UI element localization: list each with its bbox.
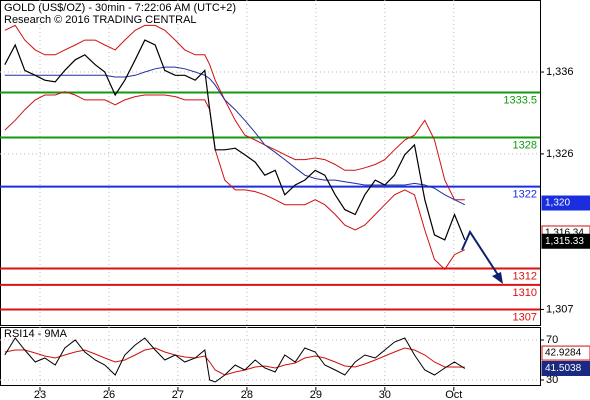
y-tick-label: 1,336	[546, 66, 574, 78]
x-tick-label: 30	[379, 389, 391, 400]
series-line	[4, 39, 466, 241]
series-line	[4, 337, 466, 383]
series-line	[4, 24, 465, 201]
x-tick-label: 23	[34, 389, 46, 400]
level-label: 1328	[513, 139, 537, 151]
price-tag-label: 42.9284	[545, 348, 582, 359]
x-tick-label: 29	[310, 389, 322, 400]
price-tag-label: 41.5038	[545, 363, 582, 374]
chart-subtitle: Research © 2016 TRADING CENTRAL	[4, 14, 197, 26]
y-tick-label: 1,326	[546, 148, 574, 160]
price-tag	[541, 233, 590, 249]
y-tick-label: 1,307	[546, 303, 574, 315]
price-tag-label: 1,315.33	[545, 236, 584, 247]
price-panel	[0, 0, 541, 326]
price-tag	[541, 195, 590, 211]
price-tag	[541, 360, 590, 376]
series-line	[4, 66, 466, 206]
y-tick-label: 30	[546, 374, 558, 386]
price-tag-label: 1,320	[545, 198, 570, 209]
level-label: 1310	[513, 287, 537, 299]
x-tick-label: 26	[103, 389, 115, 400]
y-tick-label: 70	[546, 334, 558, 346]
price-tag	[541, 345, 590, 361]
rsi-title: RSI14 - 9MA	[4, 328, 68, 340]
price-tag-label: 1,316.34	[545, 228, 584, 239]
level-label: 1322	[513, 189, 537, 201]
level-label: 1307	[513, 311, 537, 323]
forecast-arrow	[461, 229, 503, 284]
x-tick-label: 27	[172, 389, 184, 400]
level-label: 1312	[513, 270, 537, 282]
chart-title: GOLD (US$/OZ) - 30min - 7:22:06 AM (UTC+…	[4, 2, 236, 14]
x-tick-label: Oct	[445, 389, 462, 400]
series-line	[4, 91, 466, 271]
x-tick-label: 28	[241, 389, 253, 400]
rsi-panel	[0, 327, 541, 386]
level-label: 1333.5	[503, 94, 537, 106]
